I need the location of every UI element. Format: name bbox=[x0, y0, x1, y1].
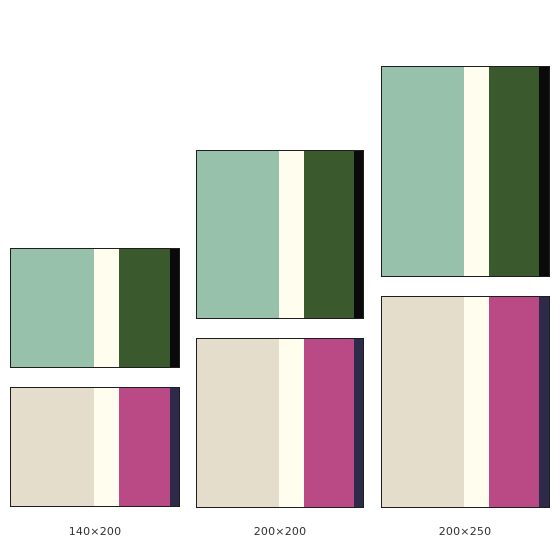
stripe-cream bbox=[94, 388, 119, 506]
stripe-dark-green bbox=[119, 249, 170, 367]
stripe-navy bbox=[170, 388, 179, 506]
stripe-navy bbox=[354, 339, 363, 507]
stripe-beige bbox=[197, 339, 280, 507]
swatch-large-pink bbox=[381, 296, 550, 508]
size-label-small: 140×200 bbox=[68, 525, 122, 538]
swatch-medium-pink bbox=[196, 338, 364, 508]
stripe-cream bbox=[464, 67, 489, 276]
stripe-sage bbox=[197, 151, 280, 318]
stripe-magenta bbox=[303, 339, 355, 507]
stripe-black bbox=[170, 249, 179, 367]
stripe-black bbox=[539, 67, 549, 276]
stripe-dark-green bbox=[303, 151, 355, 318]
stripe-sage bbox=[11, 249, 94, 367]
stripe-cream bbox=[464, 297, 489, 507]
stripe-beige bbox=[382, 297, 465, 507]
swatch-medium-green bbox=[196, 150, 364, 319]
swatch-small-green bbox=[10, 248, 180, 368]
size-label-large: 200×250 bbox=[438, 525, 492, 538]
stripe-magenta bbox=[488, 297, 540, 507]
stripe-beige bbox=[11, 388, 94, 506]
stripe-magenta bbox=[119, 388, 170, 506]
size-label-medium: 200×200 bbox=[253, 525, 307, 538]
stripe-cream bbox=[94, 249, 119, 367]
stripe-navy bbox=[539, 297, 549, 507]
swatch-large-green bbox=[381, 66, 550, 277]
stripe-sage bbox=[382, 67, 465, 276]
stripe-cream bbox=[279, 339, 304, 507]
swatch-small-pink bbox=[10, 387, 180, 507]
stripe-cream bbox=[279, 151, 304, 318]
stripe-dark-green bbox=[488, 67, 540, 276]
stripe-black bbox=[354, 151, 363, 318]
